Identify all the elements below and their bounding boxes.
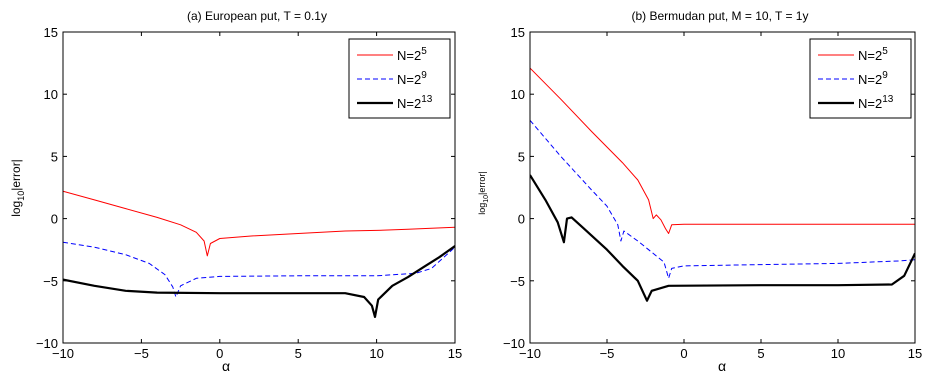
legend-label-b-0: N=25 [858, 46, 888, 63]
chart-title-b: (b) Bermudan put, M = 10, T = 1y [632, 9, 809, 23]
x-tick-label-b-0: −10 [519, 346, 541, 361]
plot-area-a: −10 −5 0 5 10 15 −10 −5 0 5 10 15 N=25 N=29 N=213 [36, 25, 462, 361]
chart-panel-a: (a) European put, T = 0.1y −10 −5 0 5 10 15−1… [9, 9, 462, 374]
y-axis-label-a: log10|error| [9, 159, 26, 217]
y-axis-label-sub-a: 10 [16, 191, 26, 201]
y-tick-label-b-3: 5 [518, 149, 525, 164]
x-tick-label-b-3: 5 [757, 346, 764, 361]
legend-label-a-2: N=213 [397, 94, 433, 111]
x-tick-label-a-1: −5 [134, 346, 149, 361]
y-tick-label-b-5: 15 [511, 25, 525, 40]
y-tick-label-b-0: −10 [503, 336, 525, 351]
legend-label-b-2: N=213 [858, 94, 894, 111]
y-axis-label-b: log10|error| [477, 171, 490, 215]
axes-frame-a [62, 31, 456, 344]
y-tick-label-a-0: −10 [36, 336, 58, 351]
chart-panel-b: (b) Bermudan put, M = 10, T = 1y −10 −5 0 5… [477, 9, 922, 374]
legend-label-a-1: N=29 [397, 70, 427, 87]
legend-box-a [348, 38, 451, 119]
y-axis-label-sub-b: 10 [483, 195, 490, 203]
plot-area-b: −10 −5 0 5 10 15 −10 −5 0 5 10 15 N=25 N=29 N=213 [503, 25, 922, 361]
y-tick-label-a-2: 0 [51, 212, 58, 227]
y-tick-label-b-2: 0 [518, 212, 525, 227]
x-tick-label-a-3: 5 [295, 346, 302, 361]
y-tick-label-b-1: −5 [510, 274, 525, 289]
series-line-b-0 [530, 67, 915, 234]
series-line-a-0 [63, 190, 455, 257]
series-line-b-1 [530, 119, 915, 279]
x-axis-label-a: α [222, 358, 230, 374]
y-axis-label-base-b: log [477, 203, 487, 215]
axes-frame-b [529, 31, 916, 344]
x-tick-label-a-4: 10 [369, 346, 383, 361]
x-axis-label-b: α [718, 358, 726, 374]
legend-b: N=25 N=29 N=213 [809, 38, 912, 119]
y-tick-label-a-4: 10 [44, 87, 58, 102]
legend-a: N=25 N=29 N=213 [348, 38, 451, 119]
legend-label-b-1: N=29 [858, 70, 888, 87]
y-tick-label-a-1: −5 [43, 274, 58, 289]
x-tick-label-a-5: 15 [448, 346, 462, 361]
y-axis-label-base-a: log [9, 201, 23, 217]
x-tick-label-a-0: −10 [52, 346, 74, 361]
legend-label-a-0: N=25 [397, 46, 427, 63]
x-tick-label-b-2: 0 [680, 346, 687, 361]
y-tick-label-b-4: 10 [511, 87, 525, 102]
series-line-b-2 [530, 174, 915, 302]
y-tick-label-a-3: 5 [51, 149, 58, 164]
x-tick-label-a-2: 0 [216, 346, 223, 361]
y-tick-label-a-5: 15 [44, 25, 58, 40]
x-tick-label-b-1: −5 [600, 346, 615, 361]
y-axis-label-rest-b: |error| [477, 171, 487, 195]
chart-title-a: (a) European put, T = 0.1y [187, 9, 327, 23]
series-line-a-2 [63, 245, 455, 318]
y-axis-label-rest-a: |error| [9, 159, 23, 191]
x-tick-label-b-4: 10 [831, 346, 845, 361]
series-line-a-1 [63, 241, 455, 298]
x-tick-label-b-5: 15 [908, 346, 922, 361]
